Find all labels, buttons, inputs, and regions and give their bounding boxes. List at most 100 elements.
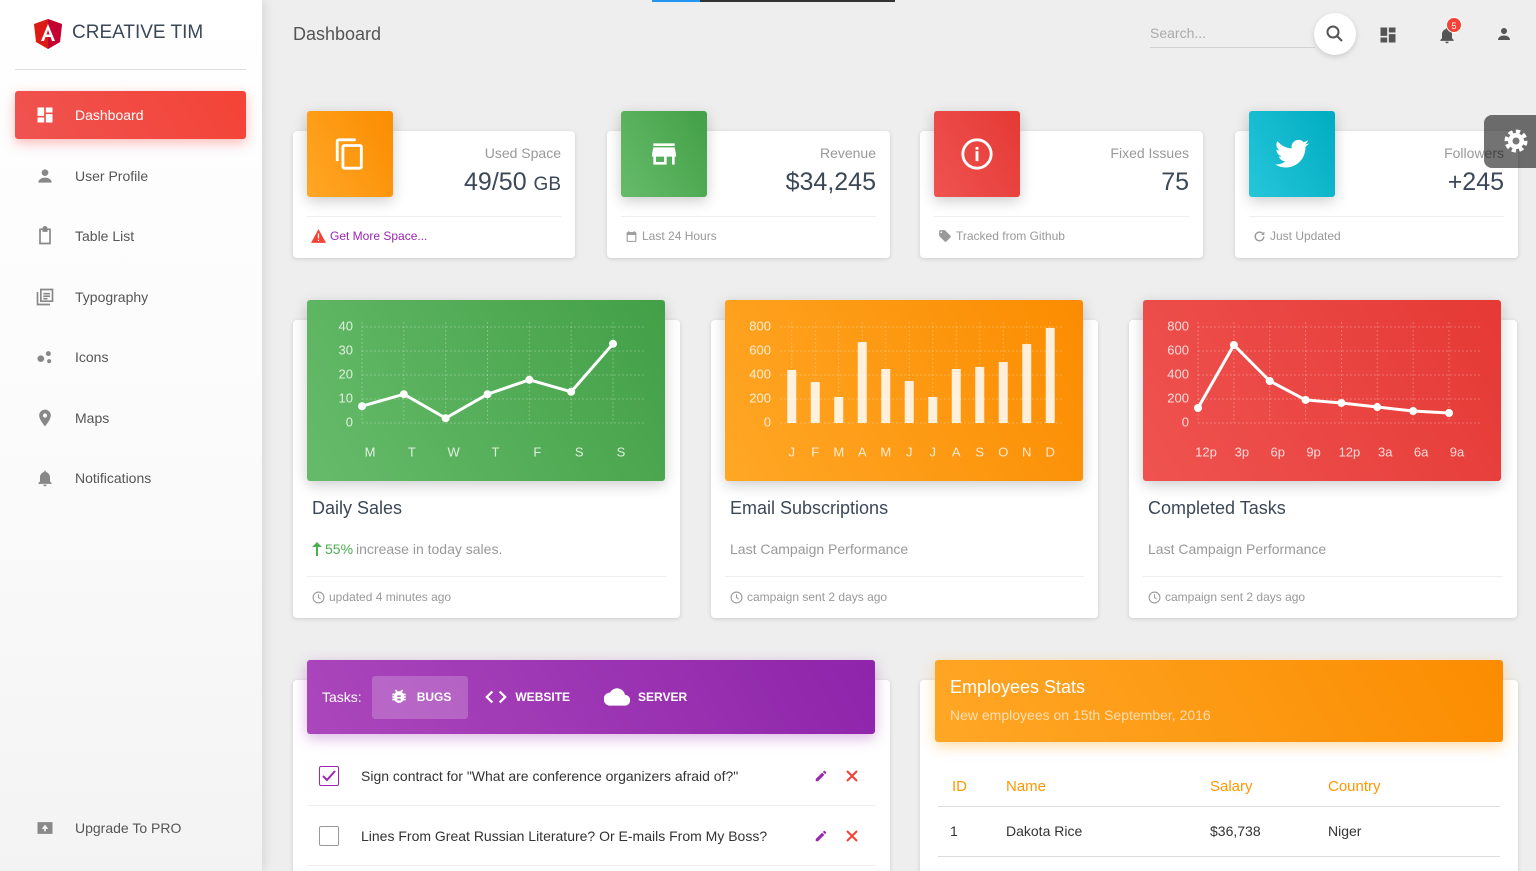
remove-button[interactable] — [846, 770, 858, 782]
chart-card: 0 10 20 30 40 M T W T F S S Daily Sales 55% increas… — [293, 300, 680, 618]
point — [1194, 404, 1202, 412]
tab[interactable]: BUGS — [371, 675, 469, 719]
stat-label: Used Space — [484, 145, 561, 161]
y-tick-label: 800 — [1167, 318, 1189, 333]
stat-number: 49/50 — [464, 168, 527, 196]
x-tick-label: 9p — [1306, 444, 1320, 459]
chart-card: 0 200 400 600 800 12p 3p 6p 9p 12p 3a 6a 9a Complete… — [1129, 300, 1517, 618]
x-tick-label: J — [789, 444, 796, 459]
stat-card: Followers +245 Just Updated — [1235, 111, 1518, 258]
nav-item[interactable]: Notifications — [15, 454, 246, 502]
stat-footer: Last 24 Hours — [625, 229, 717, 243]
stat-label: Revenue — [819, 145, 876, 161]
bar — [928, 396, 938, 423]
column-header: Name — [1006, 778, 1047, 796]
nav-icon — [38, 470, 52, 487]
point — [399, 390, 408, 399]
logo — [34, 19, 62, 49]
nav-label: Table List — [75, 228, 135, 244]
stat-card: Used Space 49/50 GB Get More Space... — [293, 111, 575, 258]
divider — [307, 576, 666, 577]
x-tick-label: 3p — [1235, 444, 1249, 459]
x-tick-label: M — [833, 444, 844, 459]
y-tick-label: 600 — [749, 342, 771, 357]
point — [441, 414, 450, 423]
y-tick-label: 200 — [749, 390, 771, 405]
task-row: Sign contract for "What are conference o… — [307, 747, 876, 806]
chart-title: Email Subscriptions — [730, 498, 889, 518]
divider — [1249, 216, 1504, 217]
stat-value: 49/50 GB — [464, 168, 561, 197]
nav-item[interactable]: Icons — [15, 333, 246, 381]
nav-label: User Profile — [75, 168, 149, 184]
stat-card: Fixed Issues 75 Tracked from Github — [920, 111, 1203, 258]
x-tick-label: W — [448, 444, 461, 459]
nav-item[interactable]: Dashboard — [15, 91, 246, 139]
stat-icon — [307, 111, 393, 197]
nav-item[interactable]: Typography — [15, 273, 246, 321]
edit-button[interactable] — [814, 769, 828, 783]
y-tick-label: 200 — [1167, 390, 1189, 405]
edit-button[interactable] — [814, 829, 828, 843]
x-tick-label: 6a — [1414, 444, 1429, 459]
chart-subtitle: 55% increase in today sales. — [312, 541, 502, 557]
x-tick-label: M — [880, 444, 891, 459]
tasks-header: Tasks: BUGS WEBSITE SERVER — [307, 660, 875, 734]
nav-item[interactable]: User Profile — [15, 152, 246, 200]
x-tick-label: A — [952, 444, 961, 459]
nav-icon — [39, 409, 51, 427]
divider — [621, 216, 876, 217]
stat-icon — [934, 111, 1020, 197]
point — [1265, 377, 1274, 385]
nav-item[interactable]: Upgrade To PRO — [15, 804, 246, 852]
stat-footer-text: Just Updated — [1270, 229, 1341, 243]
dashboard-icon[interactable] — [1378, 25, 1398, 45]
nav-item[interactable]: Table List — [15, 212, 246, 260]
page-title: Dashboard — [293, 24, 382, 44]
remove-button[interactable] — [846, 830, 858, 842]
bar — [1022, 344, 1032, 423]
nav-icon — [36, 288, 54, 306]
chart-footer-text: campaign sent 2 days ago — [747, 590, 888, 604]
stat-value: +245 — [1447, 168, 1504, 196]
checkmark — [322, 770, 336, 782]
checkbox[interactable] — [319, 826, 339, 846]
stat-footer-text: Last 24 Hours — [642, 229, 717, 243]
stat-card: Revenue $34,245 Last 24 Hours — [607, 111, 890, 258]
stat-footer: Get More Space... — [311, 229, 427, 243]
stat-label: Fixed Issues — [1110, 145, 1189, 161]
chart: 0 10 20 30 40 M T W T F S S — [307, 300, 665, 481]
table-row: 1 Dakota Rice $36,738 Niger — [938, 806, 1500, 856]
y-tick-label: 10 — [339, 390, 353, 405]
nav-label: Icons — [75, 349, 109, 365]
tasks-label: Tasks: — [322, 689, 362, 705]
tab[interactable]: SERVER — [587, 676, 704, 719]
stat-footer: Just Updated — [1253, 229, 1341, 243]
brand[interactable]: CREATIVE TIM — [72, 22, 204, 43]
employees-title: Employees Stats — [950, 677, 1086, 697]
checkbox[interactable] — [319, 766, 339, 786]
user-icon[interactable] — [1495, 25, 1513, 43]
search-button[interactable] — [1314, 13, 1356, 55]
sidebar: CREATIVE TIM Dashboard User Profile Tabl… — [0, 0, 262, 871]
point — [358, 402, 366, 411]
tab[interactable]: WEBSITE — [468, 676, 587, 719]
point — [1373, 403, 1382, 412]
settings-button[interactable] — [1484, 115, 1536, 168]
nav-label: Dashboard — [75, 107, 144, 123]
stat-link[interactable]: Get More Space... — [330, 229, 428, 243]
x-tick-label: N — [1022, 444, 1031, 459]
x-tick-label: M — [365, 444, 376, 459]
nav-label: Maps — [75, 410, 110, 426]
y-tick-label: 0 — [764, 414, 771, 429]
x-tick-label: S — [617, 444, 626, 459]
gear-icon — [1504, 129, 1528, 153]
y-tick-label: 800 — [749, 318, 771, 333]
search-input[interactable]: Search... — [1150, 25, 1315, 48]
nav-item[interactable]: Maps — [15, 394, 246, 442]
y-tick-label: 20 — [339, 366, 353, 381]
point — [1229, 341, 1238, 349]
progress-bar-fill — [652, 0, 700, 2]
chart-change: 55% — [325, 541, 354, 557]
stat-icon — [621, 111, 707, 197]
